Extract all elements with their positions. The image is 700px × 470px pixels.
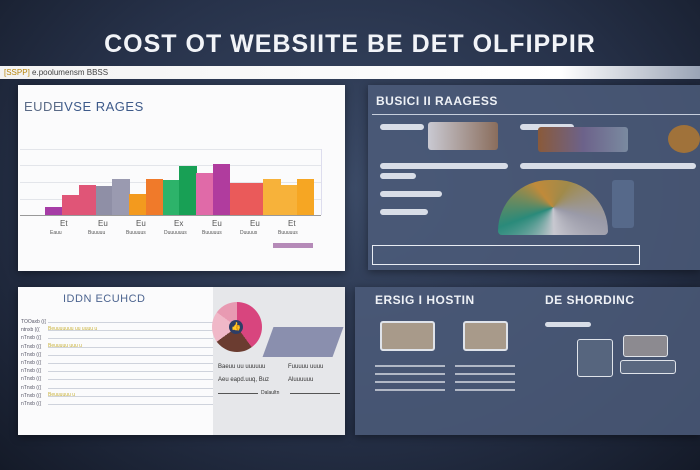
row-label: TOOaxb ((( <box>21 319 47 325</box>
dashboard-title: IDDN ECUHCD <box>63 293 146 305</box>
thumbs-up-icon: 👍 <box>229 320 243 334</box>
hosting-title: ERSIG I HOSTIN <box>375 293 475 307</box>
x-tick-label: Eu <box>212 219 222 228</box>
chart-bar <box>263 179 281 215</box>
x-tick-label: Eu <box>98 219 108 228</box>
page-title: COST OT WEBSIITE BE DET OLFIPPIR <box>104 30 596 58</box>
image-thumbnail <box>428 122 498 150</box>
monitor-icon <box>380 321 435 351</box>
device-illustration <box>262 327 344 357</box>
chart-graphic <box>498 180 608 235</box>
x-sub-label: Buuuuus <box>126 230 146 236</box>
chart-scrollbar[interactable] <box>273 243 313 248</box>
dashboard-panel: IDDN ECUHCD TOOaxb (((ntnxb (((nTnxb (((… <box>18 287 345 435</box>
chart-bar <box>45 207 63 215</box>
business-title: BUSICI II RAAGESS <box>376 94 498 108</box>
slider[interactable] <box>290 393 340 394</box>
x-sub-label: Eauu <box>50 230 62 236</box>
caption: Aluuuuuu <box>288 377 314 383</box>
chart-bar <box>296 179 315 215</box>
caption: Fuuuuu uuuu <box>288 364 324 370</box>
x-sub-label: Buuuuus <box>202 230 222 236</box>
bar-chart <box>20 149 322 216</box>
monitor-icon <box>463 321 508 351</box>
x-tick-label: Et <box>60 219 68 228</box>
row-label: nTnxb ((( <box>21 392 42 399</box>
image-thumbnail <box>538 127 628 152</box>
window-thumbnail <box>623 335 668 357</box>
chart-title-b: IVSE RAGES <box>60 99 144 114</box>
chart-bar <box>179 165 197 215</box>
chart-bar <box>112 179 130 215</box>
row-label: nTnxb ((( <box>21 343 42 350</box>
row-label: nTnxb ((( <box>21 360 42 366</box>
row-highlight: Beuuuuuu u <box>48 391 75 398</box>
chart-bar <box>162 180 180 215</box>
top-bar-accent: [SSPP] <box>4 68 30 77</box>
chart-bar <box>61 194 80 215</box>
slider-label: Dalaultn <box>261 390 280 396</box>
caption: Aeu eapd.uuq, Buz <box>218 377 270 383</box>
row-label: nTnxb ((( <box>21 384 42 391</box>
business-panel: BUSICI II RAAGESS <box>368 85 700 270</box>
x-tick-label: Eu <box>250 219 260 228</box>
row-label: nTnxb ((( <box>21 376 42 383</box>
x-sub-label: Buuuuu <box>88 230 106 236</box>
design-title: DE SHORDINC <box>545 293 635 307</box>
top-bar: [SSPP] e.poolumensm BBSS <box>0 66 700 79</box>
row-highlight: Beuuuuuuu uu uuuu u <box>48 326 98 333</box>
row-highlight: Beuuuuu uuu u <box>48 342 82 349</box>
x-tick-label: Eu <box>136 219 146 228</box>
row-label: nTnxb ((( <box>21 351 42 358</box>
chart-bar <box>196 173 214 215</box>
row-label: ntnxb ((( <box>21 327 40 334</box>
image-thumbnail <box>612 180 634 228</box>
x-sub-label: Buuuuus <box>278 230 298 236</box>
chart-bar <box>280 185 298 215</box>
chart-bar <box>212 163 231 215</box>
top-bar-text: e.poolumensm BBSS <box>32 68 109 77</box>
chart-panel: EUDE IVSE RAGES Et Eauu Eu Buuuuu Eu Buuuuus E… <box>18 85 345 271</box>
caption: Baeuu uu uuuuuu <box>218 364 266 370</box>
chart-bar <box>95 185 113 215</box>
slider[interactable] <box>218 393 258 394</box>
x-sub-label: Duuuus <box>240 230 258 236</box>
chart-bar <box>78 185 96 215</box>
x-tick-label: Et <box>288 219 296 228</box>
row-label: nTnxb ((( <box>21 335 42 342</box>
image-thumbnail <box>668 125 700 153</box>
timeline-bar[interactable] <box>372 245 640 265</box>
x-tick-label: Ex <box>174 219 184 228</box>
chart-bar <box>246 183 264 215</box>
chart-bar <box>229 182 247 215</box>
row-label: nTnxb ((( <box>21 368 42 375</box>
x-sub-label: Duuuuuus <box>164 230 187 236</box>
window-thumbnail <box>577 339 613 377</box>
chart-title-a: EUDE <box>24 99 63 114</box>
chart-bar <box>129 193 147 215</box>
window-thumbnail <box>620 360 676 374</box>
hosting-design-panel: ERSIG I HOSTIN DE SHORDINC <box>355 287 700 435</box>
chart-bar <box>145 179 164 215</box>
row-label: nTnxb ((( <box>21 401 42 407</box>
